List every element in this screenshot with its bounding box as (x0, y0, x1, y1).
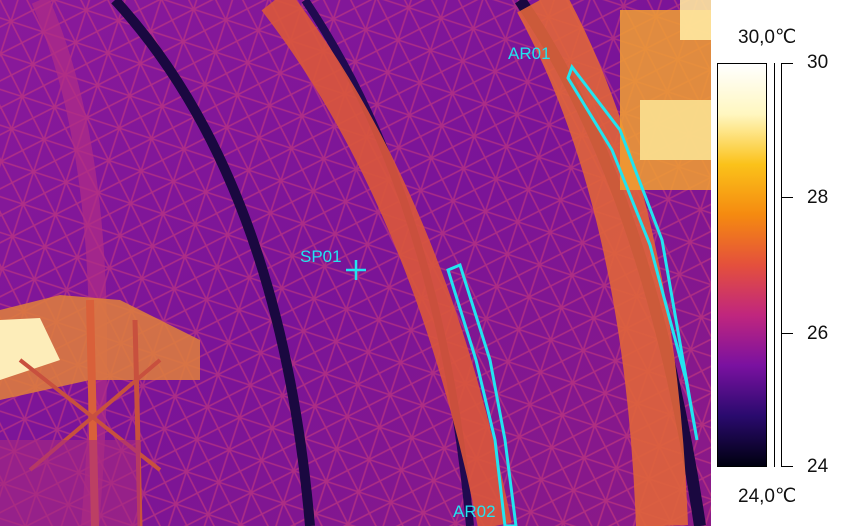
spot-sp01-label: SP01 (300, 247, 342, 266)
scale-tick (781, 63, 793, 64)
floor-warm (0, 440, 140, 526)
spot-sp01-marker (346, 260, 366, 280)
area-ar02-label: AR02 (453, 502, 496, 521)
scale-max-label: 30,0℃ (738, 27, 797, 48)
area-ar01-outline (566, 63, 699, 441)
scale-axis-line (781, 63, 782, 467)
hot-equipment-detail (640, 100, 711, 160)
thermal-image: AR01 AR02 SP01 (0, 0, 711, 526)
area-ar01-label: AR01 (508, 44, 551, 63)
left-structure (0, 295, 200, 400)
color-scale-bar (717, 63, 767, 467)
scale-tick (781, 466, 793, 467)
dark-seam-1 (111, 0, 315, 526)
scale-tick (781, 197, 793, 198)
scale-tick (781, 333, 793, 334)
hot-equipment-top (680, 0, 711, 40)
rib-beam-1 (261, 0, 512, 526)
scale-min-label: 24,0℃ (738, 486, 797, 507)
scale-tick-label: 28 (807, 187, 829, 208)
area-ar02-outline (446, 262, 518, 526)
left-structure-hot (0, 318, 60, 380)
temperature-scale-panel: 30,0℃ 30 28 26 24 24,0℃ (711, 0, 861, 526)
scale-tick-label: 30 (807, 52, 829, 73)
rib-beam-2 (517, 0, 688, 526)
scale-tick-label: 26 (807, 323, 829, 344)
scale-tick-label: 24 (807, 456, 829, 477)
scale-axis-line (774, 63, 775, 467)
